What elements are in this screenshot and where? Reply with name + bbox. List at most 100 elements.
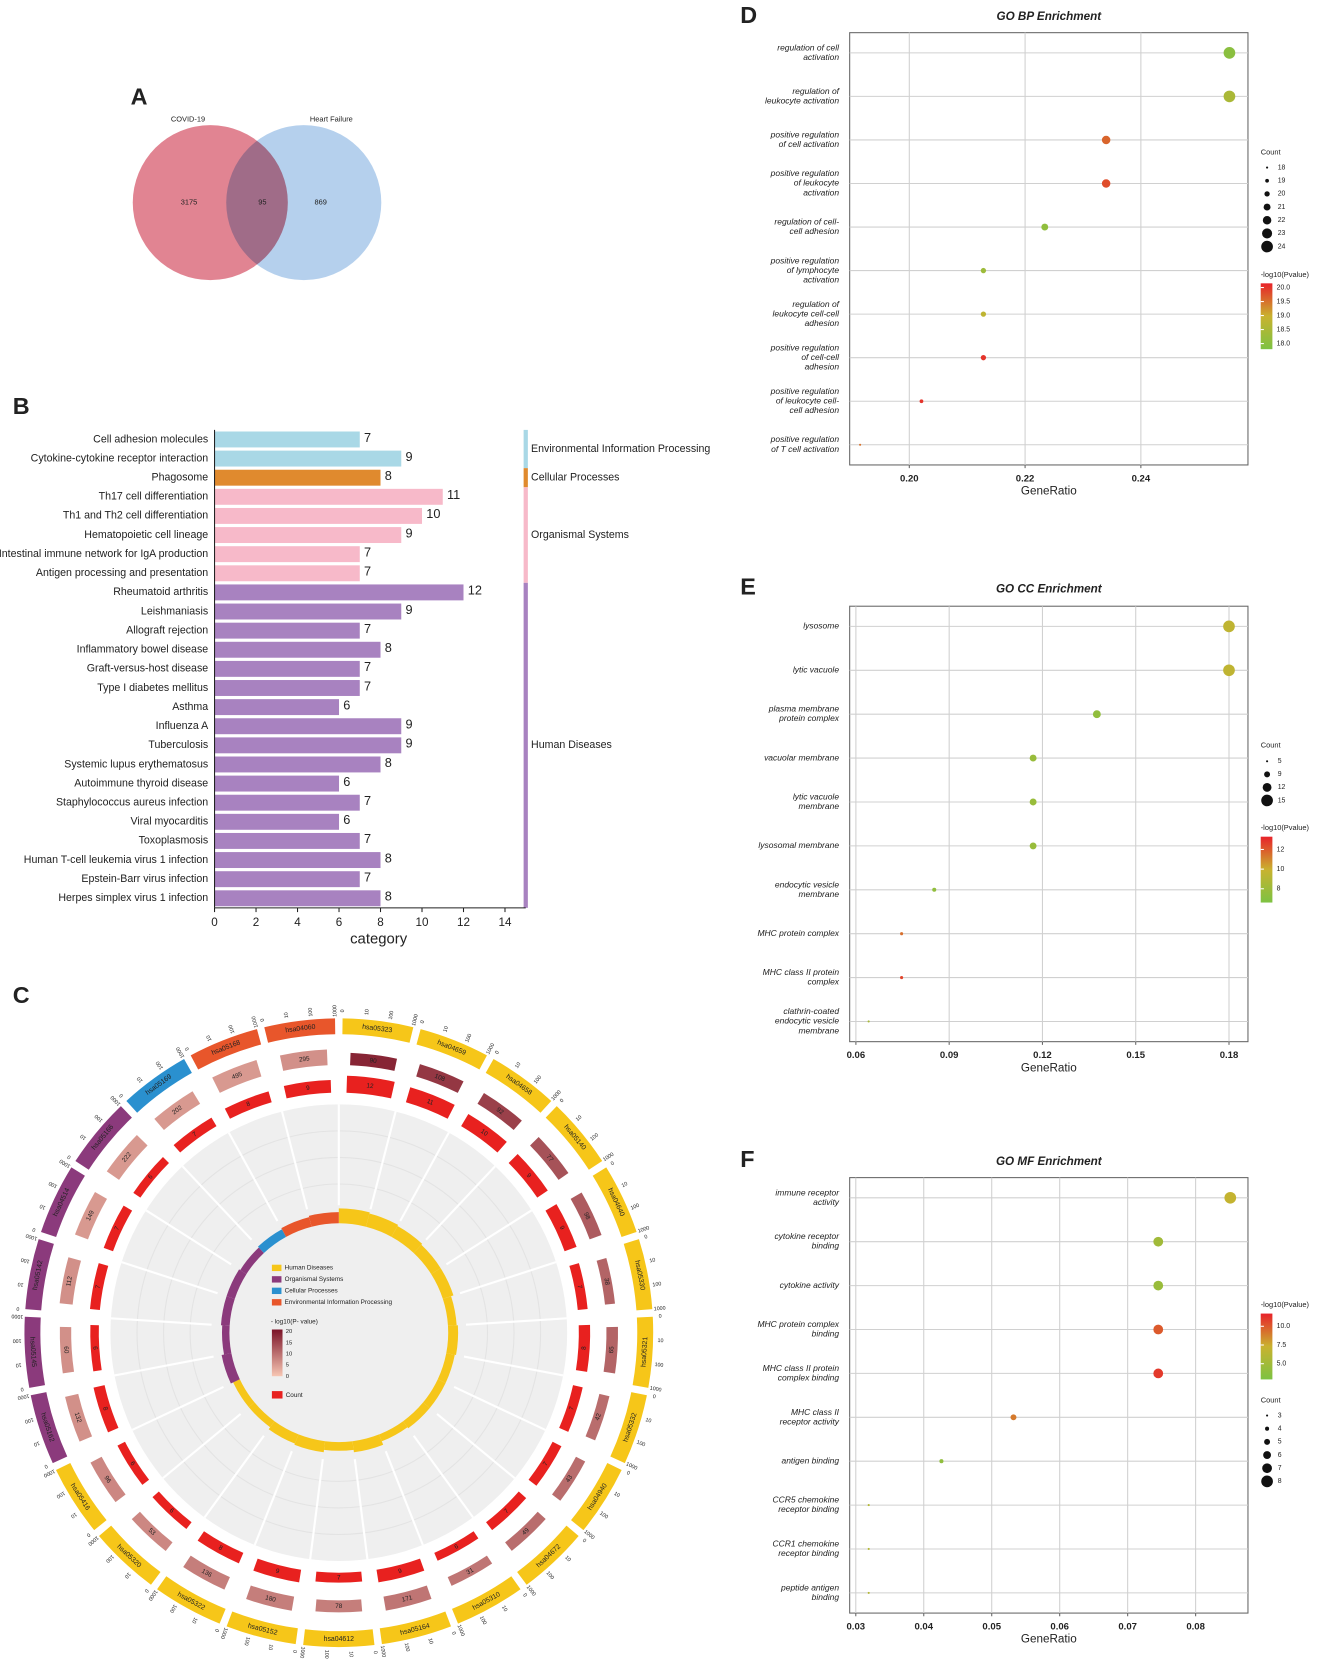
y-tick-label: complex [807,977,839,987]
ring-tick-label: 100 [13,1337,22,1343]
dot [939,1459,944,1464]
legend-title: - log10(P- value) [271,1319,318,1326]
ring-tick-label: 0 [652,1394,656,1400]
ring-tick-label: 100 [323,1650,329,1659]
ring-tick-label: 0 [118,1092,124,1098]
sector-band [545,1106,603,1170]
y-tick-label: cytokine activity [780,1280,840,1290]
ring-tick-label: 1000 [485,1042,496,1055]
bar [214,756,381,773]
ring-tick-label: 0 [659,1314,662,1320]
sector-divider [227,1132,279,1222]
value-label: 8 [385,889,392,904]
bar [214,488,443,505]
sector-band [632,1316,654,1388]
colorbar-tick-label: 19.5 [1277,298,1291,305]
ring-tick-label: 100 [598,1511,609,1521]
count-label: 7 [503,1507,511,1515]
sector-band [55,1462,107,1531]
gene-label: 295 [299,1055,311,1063]
sector-divider [436,1413,516,1480]
count-label: 10 [479,1128,489,1138]
y-tick-label: endocytic vesicle [775,879,839,889]
y-tick-label: receptor binding [778,1548,839,1558]
ring-tick-label: 0 [559,1098,565,1104]
count-swatch [271,1391,283,1399]
dot [867,1504,870,1507]
inner-bar [413,1244,441,1275]
gene-label: 92 [495,1106,505,1116]
ring-tick-label: 1000 [17,1392,30,1400]
value-label: 7 [364,678,371,693]
dot [1101,179,1111,188]
ring-tick-label: 100 [104,1553,115,1564]
sector-band [41,1167,85,1238]
sector-divider [445,1209,533,1266]
sector-divider [463,1355,564,1377]
y-tick-label: positive regulation [770,129,840,139]
size-key-label: 4 [1278,1426,1282,1433]
ring-tick-label: 1000 [298,1646,305,1658]
gene-label: 180 [264,1594,276,1604]
dot [1041,223,1049,231]
sector-divider [425,1165,496,1241]
group-label: Cellular Processes [531,472,619,484]
y-tick-label: activation [803,52,839,62]
size-key [1261,1475,1273,1488]
inner-bar [338,1208,370,1227]
gene-bar [246,1585,295,1611]
y-tick-label: of cell activation [779,139,840,149]
gene-bar [90,1456,126,1503]
gene-bar [596,1258,615,1305]
category-label: Cytokine-cytokine receptor interaction [31,452,209,464]
sector-divider [453,1385,546,1431]
inner-bar [268,1421,299,1444]
dot [1029,754,1037,762]
value-label: 12 [468,583,482,598]
dot [1224,1191,1237,1204]
value-label: 9 [406,525,413,540]
gene-label: 90 [369,1057,377,1065]
value-label: 9 [406,736,413,751]
overlap-value: 95 [258,198,266,207]
ring-tick-label: 0 [372,1651,378,1655]
sector-divider [384,1450,424,1546]
bar [214,431,360,448]
ring-tick-label: 10 [613,1491,621,1499]
colorbar-tick: 0 [286,1374,290,1380]
ring-tick-label: 10 [283,1012,290,1019]
chart-title: GO CC Enrichment [996,582,1103,595]
y-tick-label: of lymphocyte [787,265,840,275]
ring-tick-label: 10 [39,1202,47,1210]
sector-divider [131,1385,224,1431]
y-tick-label: positive regulation [770,255,840,265]
y-tick-label: positive regulation [770,386,840,396]
colorbar-tick-label: 5.0 [1277,1361,1287,1368]
x-tick-label: 0.08 [1186,1621,1205,1632]
x-axis-label: GeneRatio [1021,1633,1077,1646]
gene-bar [570,1192,602,1240]
bar [214,890,381,907]
sector-band [190,1029,262,1070]
count-bar [103,1205,133,1252]
gene-label: 53 [147,1527,157,1537]
gene-bar [154,1091,201,1131]
y-tick-label: lysosomal membrane [758,840,839,850]
gene-bar [505,1511,546,1551]
gene-label: 108 [433,1073,446,1084]
y-tick-label: membrane [798,1025,839,1035]
value-label: 9 [406,449,413,464]
gene-label: 49 [521,1527,531,1537]
ring-tick-label: 0 [521,1593,528,1599]
colorbar-tick: 20 [286,1329,293,1335]
gene-label: 78 [335,1603,343,1610]
panel-label: A [131,84,148,110]
category-label: Influenza A [156,720,209,732]
x-tick-label: 10 [416,916,429,929]
value-label: 8 [385,468,392,483]
count-bar [405,1087,455,1119]
category-label: Allograft rejection [126,624,208,636]
y-tick-label: adhesion [805,318,840,328]
size-key-label: 7 [1278,1465,1282,1472]
ring-tick-label: 10 [347,1651,353,1657]
